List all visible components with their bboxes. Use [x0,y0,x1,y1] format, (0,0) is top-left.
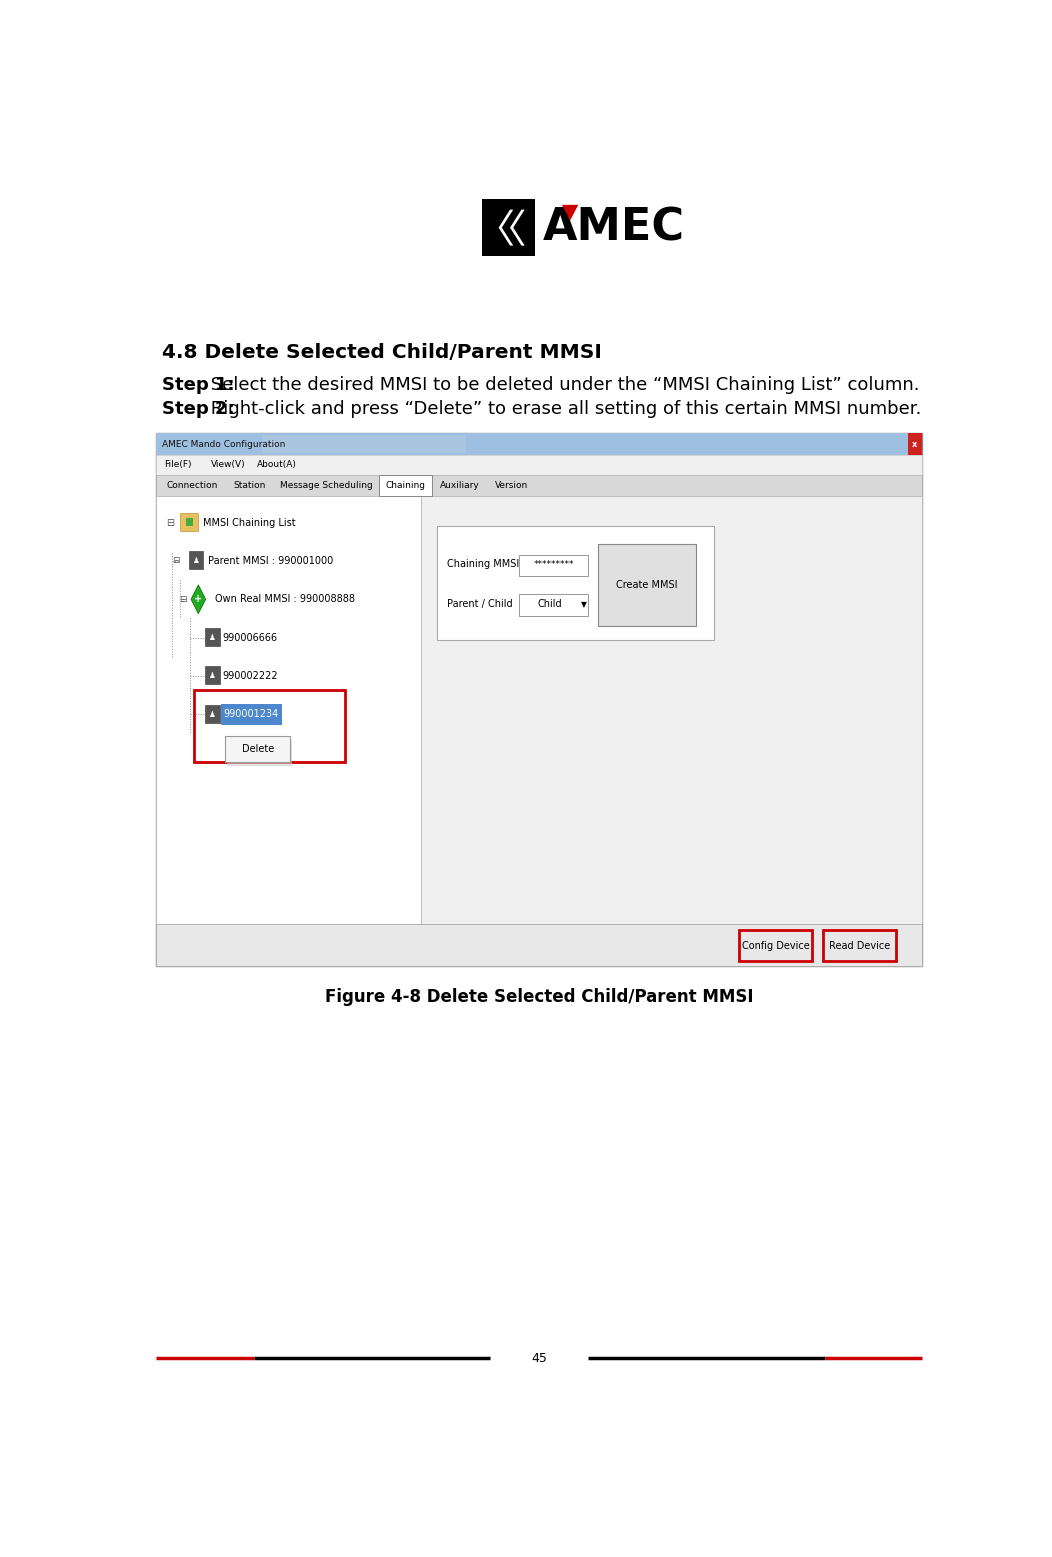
Bar [205,666,220,685]
Polygon shape [562,206,579,221]
Bar [519,595,588,617]
Text: Read Device: Read Device [829,940,890,951]
Text: Auxiliary: Auxiliary [440,481,480,490]
Text: View(V): View(V) [210,461,245,470]
Bar [156,497,421,965]
Polygon shape [191,585,206,613]
Text: Own Real MMSI : 990008888: Own Real MMSI : 990008888 [216,595,356,604]
Bar [262,434,466,453]
Bar [379,475,431,497]
Text: 990006666: 990006666 [223,632,278,643]
Text: Delete: Delete [242,744,274,754]
Bar [438,526,714,640]
Bar [186,518,193,526]
Text: AMEC Mando Configuration: AMEC Mando Configuration [162,439,286,448]
Text: AMEC: AMEC [543,206,685,249]
Bar [156,475,923,497]
Polygon shape [499,210,513,246]
Bar [156,455,923,475]
Text: Right-click and press “Delete” to erase all setting of this certain MMSI number.: Right-click and press “Delete” to erase … [205,400,922,419]
Bar [156,925,923,965]
Text: Parent / Child: Parent / Child [447,599,512,609]
Text: ⊟: ⊟ [166,517,174,528]
Text: Connection: Connection [166,481,218,490]
Bar [225,736,290,763]
Text: Figure 4-8 Delete Selected Child/Parent MMSI: Figure 4-8 Delete Selected Child/Parent … [325,987,753,1006]
Text: 990002222: 990002222 [223,671,279,680]
Text: x: x [912,439,917,448]
Text: MMSI Chaining List: MMSI Chaining List [203,517,296,528]
Bar [823,930,896,961]
Text: Message Scheduling: Message Scheduling [280,481,372,490]
Text: File(F): File(F) [164,461,191,470]
Text: ⊟: ⊟ [173,556,180,565]
Text: Create MMSI: Create MMSI [616,579,677,590]
Text: 4.8 Delete Selected Child/Parent MMSI: 4.8 Delete Selected Child/Parent MMSI [162,343,603,361]
Bar [482,199,535,257]
Text: ▼: ▼ [581,599,587,609]
Text: *********: ********* [533,561,574,568]
Text: ♟: ♟ [208,710,216,719]
Polygon shape [510,210,525,246]
Text: 45: 45 [531,1351,547,1364]
Text: Chaining: Chaining [385,481,425,490]
Text: Parent MMSI : 990001000: Parent MMSI : 990001000 [208,556,333,565]
Bar [227,740,292,766]
Bar [908,433,923,455]
Text: Child: Child [538,599,562,609]
Text: Step 2:: Step 2: [162,400,235,419]
Text: About(A): About(A) [257,461,297,470]
Bar [156,433,923,455]
Bar [598,543,695,626]
Bar [205,627,220,646]
Text: ♟: ♟ [208,671,216,680]
Bar [156,433,923,965]
Text: Version: Version [494,481,528,490]
Text: 990001234: 990001234 [224,710,279,719]
Text: Station: Station [234,481,266,490]
Text: ⊟: ⊟ [179,595,186,604]
Bar [739,930,812,961]
Text: ♟: ♟ [208,634,216,641]
Text: Select the desired MMSI to be deleted under the “MMSI Chaining List” column.: Select the desired MMSI to be deleted un… [205,377,919,394]
Text: Chaining MMSI: Chaining MMSI [447,559,520,570]
Bar [181,512,199,531]
Bar [519,554,588,576]
Bar [421,497,923,965]
Text: Config Device: Config Device [742,940,809,951]
Text: Step 1:: Step 1: [162,377,235,394]
Bar [205,705,220,722]
Text: ♟: ♟ [193,556,199,565]
Bar [195,690,345,763]
Bar [221,704,282,726]
Text: +: + [195,595,202,604]
Bar [188,551,203,570]
